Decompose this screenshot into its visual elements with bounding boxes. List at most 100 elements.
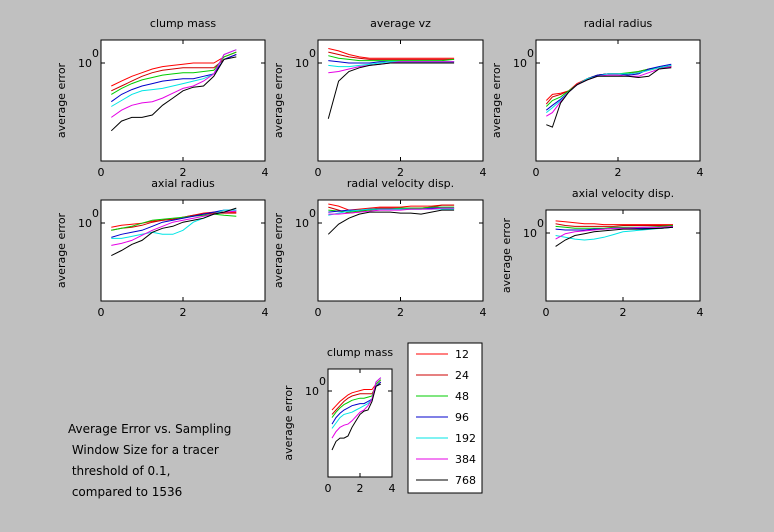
series-line-768 bbox=[110, 56, 237, 132]
legend-label-24: 24 bbox=[455, 369, 469, 382]
y-tick-exponent: 0 bbox=[92, 47, 99, 60]
x-tick-label: 0 bbox=[543, 306, 550, 319]
legend-box bbox=[407, 342, 483, 494]
series-line-12 bbox=[328, 48, 455, 59]
series-line-96 bbox=[111, 209, 237, 238]
x-tick-label: 2 bbox=[180, 306, 187, 319]
series-line-384 bbox=[111, 49, 237, 118]
series-line-48 bbox=[111, 51, 237, 95]
y-axis-label: average error bbox=[490, 62, 503, 138]
x-tick-label: 4 bbox=[262, 306, 269, 319]
x-tick-label: 0 bbox=[533, 166, 540, 179]
series-line-24 bbox=[331, 381, 382, 415]
chart-title: clump mass bbox=[150, 17, 216, 30]
caption-line-2: Window Size for a tracer bbox=[68, 443, 219, 457]
x-tick-label: 0 bbox=[98, 306, 105, 319]
series-line-384 bbox=[328, 207, 455, 215]
x-tick-label: 4 bbox=[480, 306, 487, 319]
legend-label-48: 48 bbox=[455, 390, 469, 403]
y-axis-label: average error bbox=[272, 212, 285, 288]
legend-label-12: 12 bbox=[455, 348, 469, 361]
series-line-384 bbox=[555, 225, 674, 240]
x-tick-label: 2 bbox=[615, 166, 622, 179]
series-line-384 bbox=[546, 66, 672, 117]
y-axis-label: average error bbox=[55, 212, 68, 288]
x-tick-label: 2 bbox=[397, 166, 404, 179]
series-line-384 bbox=[331, 377, 382, 439]
x-tick-label: 4 bbox=[480, 166, 487, 179]
x-tick-label: 2 bbox=[357, 482, 364, 495]
x-tick-label: 2 bbox=[180, 166, 187, 179]
y-tick-exponent: 0 bbox=[309, 47, 316, 60]
series-line-12 bbox=[331, 379, 382, 411]
series-line-768 bbox=[555, 226, 674, 247]
x-tick-label: 0 bbox=[98, 166, 105, 179]
series-line-192 bbox=[555, 226, 674, 241]
series-line-24 bbox=[328, 51, 455, 60]
chart-title: radial velocity disp. bbox=[347, 177, 454, 190]
plot-area bbox=[327, 368, 393, 478]
y-tick-label: 10 bbox=[295, 57, 309, 70]
x-tick-label: 2 bbox=[620, 306, 627, 319]
caption-line-4: compared to 1536 bbox=[68, 485, 183, 499]
plot-area bbox=[100, 199, 266, 302]
series-line-24 bbox=[111, 212, 237, 231]
x-tick-label: 4 bbox=[697, 306, 704, 319]
y-tick-exponent: 0 bbox=[92, 207, 99, 220]
x-tick-label: 0 bbox=[325, 482, 332, 495]
series-line-12 bbox=[111, 51, 237, 87]
x-tick-label: 2 bbox=[397, 306, 404, 319]
y-tick-label: 10 bbox=[305, 385, 319, 398]
y-axis-label: average error bbox=[272, 62, 285, 138]
chart-title: average vz bbox=[370, 17, 431, 30]
x-tick-label: 0 bbox=[315, 166, 322, 179]
legend-label-768: 768 bbox=[455, 474, 476, 487]
legend: 12 24 48 96 192 384 768 bbox=[407, 342, 483, 494]
y-axis-label: average error bbox=[55, 62, 68, 138]
y-axis-label: average error bbox=[500, 217, 513, 293]
caption-line-3: threshold of 0.1, bbox=[68, 464, 171, 478]
series-line-768 bbox=[327, 62, 455, 119]
y-tick-exponent: 0 bbox=[537, 217, 544, 230]
plot-area bbox=[317, 199, 484, 302]
chart-title: axial radius bbox=[151, 177, 215, 190]
series-line-48 bbox=[328, 55, 455, 62]
plot-area bbox=[545, 209, 701, 302]
chart-title: radial radius bbox=[584, 17, 653, 30]
series-line-48 bbox=[331, 379, 382, 418]
x-tick-label: 4 bbox=[262, 166, 269, 179]
chart-title: axial velocity disp. bbox=[572, 187, 674, 200]
x-tick-label: 4 bbox=[389, 482, 396, 495]
chart-title: clump mass bbox=[327, 346, 393, 359]
y-tick-label: 10 bbox=[78, 57, 92, 70]
y-tick-exponent: 0 bbox=[319, 375, 326, 388]
series-line-24 bbox=[555, 223, 673, 227]
legend-label-384: 384 bbox=[455, 453, 476, 466]
y-tick-exponent: 0 bbox=[309, 207, 316, 220]
x-tick-label: 4 bbox=[697, 166, 704, 179]
y-axis-label: average error bbox=[282, 385, 295, 461]
series-line-768 bbox=[331, 383, 382, 451]
figure-caption: Average Error vs. Sampling Window Size f… bbox=[68, 419, 231, 503]
y-tick-label: 10 bbox=[523, 227, 537, 240]
series-line-192 bbox=[545, 64, 672, 113]
series-line-24 bbox=[111, 54, 237, 92]
plot-area bbox=[535, 39, 701, 162]
y-tick-exponent: 0 bbox=[527, 47, 534, 60]
plot-area bbox=[100, 39, 266, 162]
series-line-768 bbox=[327, 209, 455, 235]
legend-label-192: 192 bbox=[455, 432, 476, 445]
series-line-96 bbox=[545, 63, 672, 111]
legend-label-96: 96 bbox=[455, 411, 469, 424]
y-tick-label: 10 bbox=[295, 217, 309, 230]
y-tick-label: 10 bbox=[513, 57, 527, 70]
series-line-768 bbox=[546, 67, 672, 128]
